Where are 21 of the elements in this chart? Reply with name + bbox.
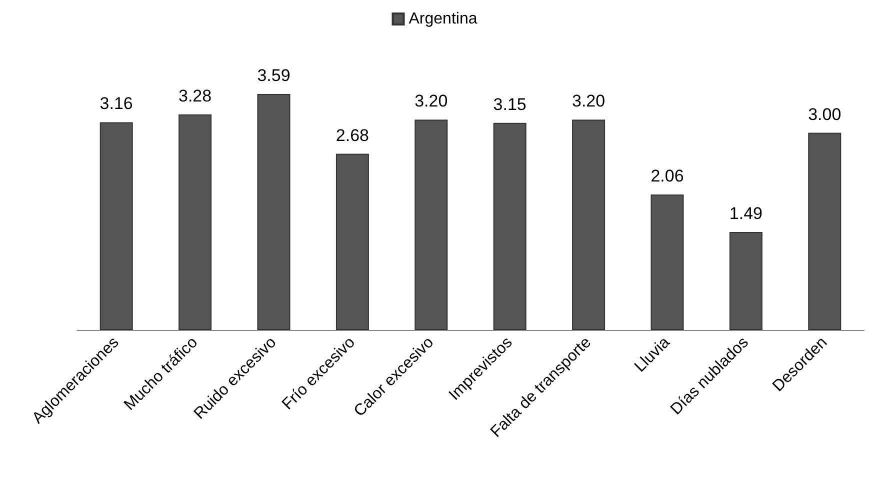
bar [178, 114, 212, 330]
data-label: 3.16 [100, 94, 133, 114]
bar [493, 122, 526, 330]
data-label: 3.59 [257, 66, 290, 85]
data-label: 3.00 [808, 104, 842, 124]
data-label: 2.06 [650, 166, 684, 186]
data-label: 3.20 [414, 92, 448, 111]
data-label: 3.20 [572, 92, 606, 111]
bar [808, 132, 842, 330]
bar [572, 120, 606, 330]
bar [729, 232, 762, 330]
data-label: 2.68 [336, 126, 369, 145]
bar [650, 194, 684, 330]
data-label: 1.49 [729, 204, 762, 224]
data-label: 3.15 [493, 94, 526, 114]
bar [414, 120, 448, 330]
data-label: 3.28 [178, 86, 212, 106]
legend-label: Argentina [408, 10, 478, 28]
bar [257, 94, 290, 330]
bar [336, 154, 369, 330]
bar [100, 122, 133, 330]
